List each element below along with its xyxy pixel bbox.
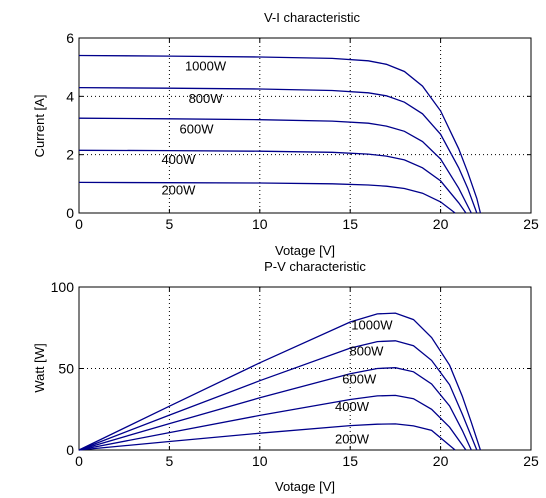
vi-y-tick-label: 6 — [66, 30, 74, 46]
vi-series-line-400W — [78, 149, 467, 214]
pv-x-tick-label: 20 — [433, 453, 449, 469]
vi-chart-title: V-I characteristic — [264, 10, 361, 25]
vi-series-line-600W — [78, 117, 472, 214]
pv-series-label-800W: 800W — [349, 344, 384, 359]
pv-y-axis-label: Watt [W] — [32, 343, 47, 392]
vi-series-line-200W — [78, 181, 456, 214]
pv-series-label-200W: 200W — [335, 432, 370, 447]
pv-chart-title: P-V characteristic — [264, 259, 366, 274]
vi-y-tick-label: 0 — [66, 205, 74, 221]
pv-x-tick-label: 15 — [342, 453, 358, 469]
pv-x-tick-label: 10 — [252, 453, 268, 469]
vi-series-line-800W — [78, 86, 478, 214]
vi-x-tick-label: 10 — [252, 216, 268, 232]
vi-x-axis-label: Votage [V] — [275, 243, 335, 258]
vi-y-axis-label: Current [A] — [32, 95, 47, 158]
pv-series-line-800W — [78, 340, 478, 451]
vi-series-label-800W: 800W — [189, 91, 224, 106]
vi-x-tick-label: 25 — [523, 216, 539, 232]
vi-x-tick-label: 5 — [166, 216, 174, 232]
pv-series-line-1000W — [78, 312, 482, 451]
vi-x-tick-label: 20 — [433, 216, 449, 232]
vi-x-tick-label: 0 — [75, 216, 83, 232]
pv-x-tick-label: 25 — [523, 453, 539, 469]
vi-series-label-600W: 600W — [180, 121, 215, 136]
pv-series-label-400W: 400W — [335, 399, 370, 414]
vi-series-label-400W: 400W — [161, 152, 196, 167]
vi-y-tick-label: 2 — [66, 147, 74, 163]
pv-series-label-1000W: 1000W — [351, 317, 393, 332]
vi-x-tick-label: 15 — [342, 216, 358, 232]
vi-series-line-1000W — [78, 54, 482, 214]
vi-y-tick-label: 4 — [66, 88, 74, 104]
pv-x-tick-label: 0 — [75, 453, 83, 469]
pv-x-tick-label: 5 — [166, 453, 174, 469]
vi-chart: V-I characteristic 0 5 10 15 20 25 0 2 4 6 1000W 8… — [32, 10, 539, 258]
pv-series-line-600W — [78, 367, 472, 451]
vi-plot-frame — [78, 37, 532, 214]
pv-y-tick-label: 100 — [51, 279, 75, 295]
vi-series-label-1000W: 1000W — [185, 59, 227, 74]
pv-series-line-400W — [78, 394, 467, 451]
pv-series-label-600W: 600W — [342, 371, 377, 386]
pv-series-line-200W — [78, 423, 456, 451]
pv-y-tick-label: 50 — [58, 361, 74, 377]
pv-x-axis-label: Votage [V] — [275, 479, 335, 494]
vi-series-label-200W: 200W — [161, 183, 196, 198]
pv-y-tick-label: 0 — [66, 442, 74, 458]
pv-chart: P-V characteristic 0 5 10 15 20 25 0 50 100 1000… — [32, 259, 539, 494]
